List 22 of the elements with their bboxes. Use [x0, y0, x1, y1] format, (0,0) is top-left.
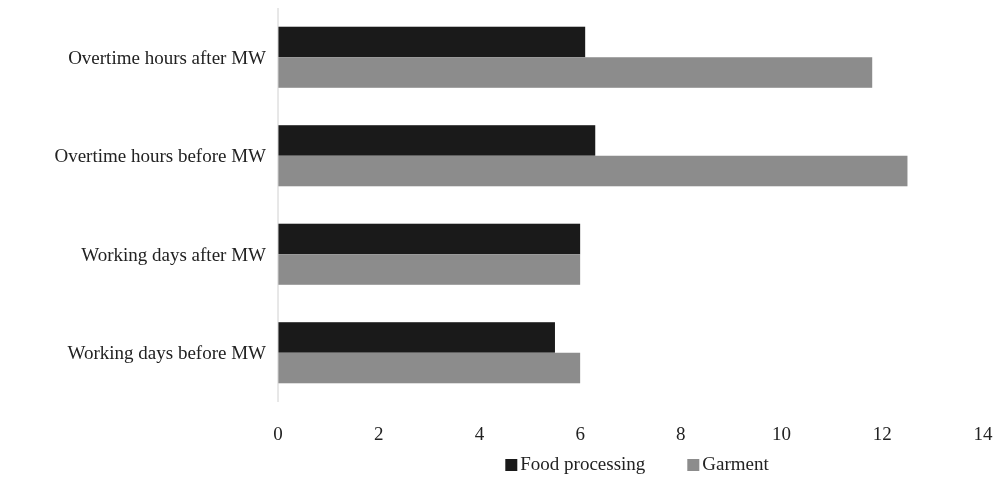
bar — [278, 352, 581, 384]
bar — [278, 223, 581, 255]
x-tick-label: 14 — [973, 423, 993, 444]
bar — [278, 125, 596, 156]
bar — [278, 57, 873, 88]
x-tick-label: 2 — [373, 423, 384, 444]
x-tick-label: 12 — [872, 423, 892, 444]
y-tick-label: Overtime hours after MW — [68, 46, 267, 68]
legend-label: Food processing — [520, 453, 646, 474]
legend-label: Garment — [702, 453, 770, 474]
x-tick-label: 8 — [676, 423, 686, 444]
y-tick-label: Overtime hours before MW — [54, 145, 267, 167]
bar — [278, 26, 586, 58]
x-tick-label: 0 — [273, 423, 283, 444]
bar — [278, 322, 555, 353]
bar — [278, 254, 581, 285]
x-tick-label: 4 — [474, 423, 485, 444]
x-tick-label: 6 — [575, 423, 585, 444]
bar — [278, 155, 908, 187]
y-tick-label: Working days after MW — [81, 243, 267, 265]
x-tick-label: 10 — [772, 423, 792, 444]
y-tick-label: Working days before MW — [67, 342, 267, 364]
